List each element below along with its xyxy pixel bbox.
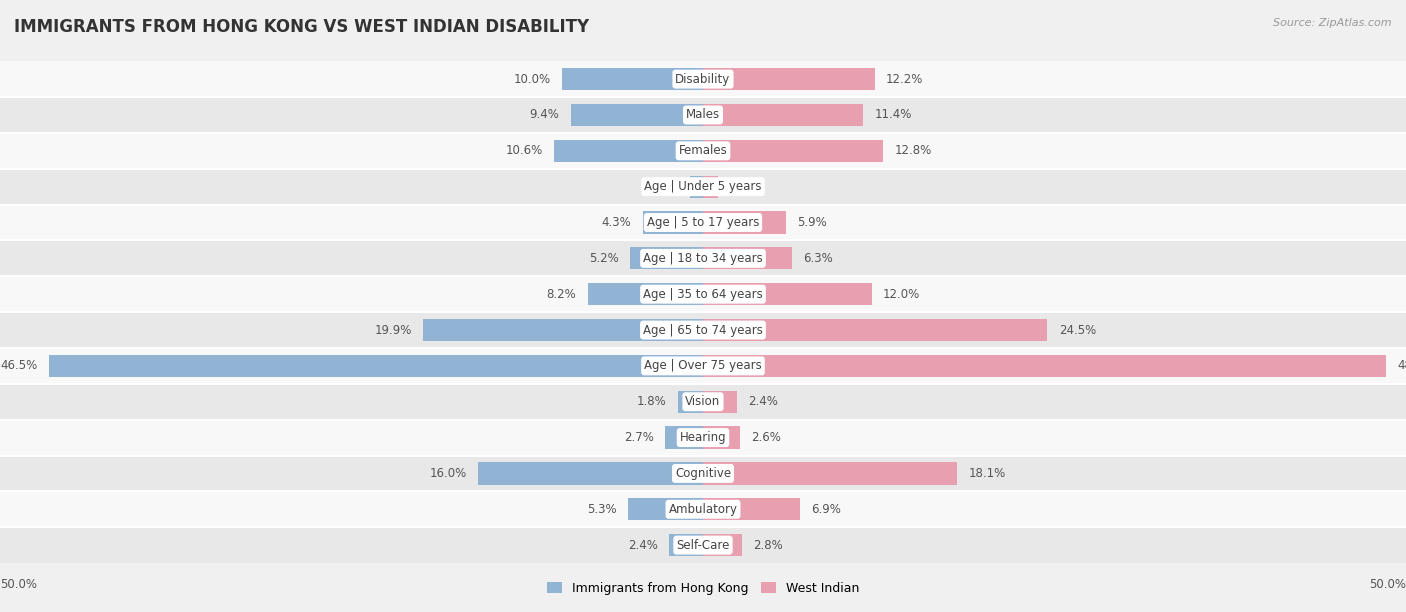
Bar [703, 319, 1047, 341]
Text: 2.4%: 2.4% [748, 395, 778, 408]
Legend: Immigrants from Hong Kong, West Indian: Immigrants from Hong Kong, West Indian [541, 577, 865, 600]
Bar [0, 204, 1406, 241]
Bar [703, 462, 957, 485]
Text: 24.5%: 24.5% [1059, 324, 1095, 337]
Text: Disability: Disability [675, 73, 731, 86]
Text: 12.2%: 12.2% [886, 73, 924, 86]
Text: 8.2%: 8.2% [547, 288, 576, 300]
Text: 2.4%: 2.4% [628, 539, 658, 551]
Text: 10.0%: 10.0% [515, 73, 551, 86]
Bar [669, 534, 703, 556]
Text: 5.9%: 5.9% [797, 216, 827, 229]
Bar [628, 498, 703, 520]
Bar [423, 319, 703, 341]
Bar [554, 140, 703, 162]
Text: Age | 18 to 34 years: Age | 18 to 34 years [643, 252, 763, 265]
Bar [0, 420, 1406, 455]
Bar [49, 355, 703, 377]
Bar [478, 462, 703, 485]
Bar [0, 97, 1406, 133]
Text: 50.0%: 50.0% [0, 578, 37, 591]
Text: 48.6%: 48.6% [1398, 359, 1406, 372]
Bar [0, 133, 1406, 169]
Text: 5.3%: 5.3% [588, 503, 617, 516]
Text: 11.4%: 11.4% [875, 108, 912, 121]
Bar [703, 498, 800, 520]
Text: 46.5%: 46.5% [1, 359, 38, 372]
Bar [0, 384, 1406, 420]
Text: Age | Under 5 years: Age | Under 5 years [644, 180, 762, 193]
Text: 2.8%: 2.8% [754, 539, 783, 551]
Bar [703, 534, 742, 556]
Bar [630, 247, 703, 269]
Text: Ambulatory: Ambulatory [668, 503, 738, 516]
Text: 10.6%: 10.6% [506, 144, 543, 157]
Bar [562, 68, 703, 90]
Bar [0, 348, 1406, 384]
Text: 2.6%: 2.6% [751, 431, 780, 444]
Bar [703, 390, 737, 413]
Text: Males: Males [686, 108, 720, 121]
Text: 6.3%: 6.3% [803, 252, 832, 265]
Text: 12.8%: 12.8% [894, 144, 931, 157]
Text: Females: Females [679, 144, 727, 157]
Bar [703, 283, 872, 305]
Text: 16.0%: 16.0% [430, 467, 467, 480]
Bar [703, 176, 718, 198]
Bar [703, 104, 863, 126]
Text: 12.0%: 12.0% [883, 288, 920, 300]
Text: 0.95%: 0.95% [641, 180, 678, 193]
Bar [0, 455, 1406, 491]
Bar [703, 68, 875, 90]
Bar [703, 211, 786, 234]
Text: 18.1%: 18.1% [969, 467, 1005, 480]
Bar [703, 427, 740, 449]
Text: Source: ZipAtlas.com: Source: ZipAtlas.com [1274, 18, 1392, 28]
Bar [588, 283, 703, 305]
Bar [703, 247, 792, 269]
Text: Vision: Vision [685, 395, 721, 408]
Text: 5.2%: 5.2% [589, 252, 619, 265]
Bar [678, 390, 703, 413]
Bar [690, 176, 703, 198]
Bar [0, 527, 1406, 563]
Text: 2.7%: 2.7% [624, 431, 654, 444]
Text: 4.3%: 4.3% [602, 216, 631, 229]
Text: Age | Over 75 years: Age | Over 75 years [644, 359, 762, 372]
Text: 6.9%: 6.9% [811, 503, 841, 516]
Text: Age | 5 to 17 years: Age | 5 to 17 years [647, 216, 759, 229]
Text: Age | 35 to 64 years: Age | 35 to 64 years [643, 288, 763, 300]
Text: Hearing: Hearing [679, 431, 727, 444]
Bar [703, 140, 883, 162]
Bar [571, 104, 703, 126]
Bar [703, 355, 1386, 377]
Text: 9.4%: 9.4% [530, 108, 560, 121]
Text: 1.8%: 1.8% [637, 395, 666, 408]
Bar [0, 491, 1406, 527]
Text: Cognitive: Cognitive [675, 467, 731, 480]
Bar [0, 169, 1406, 204]
Text: 1.1%: 1.1% [730, 180, 759, 193]
Text: IMMIGRANTS FROM HONG KONG VS WEST INDIAN DISABILITY: IMMIGRANTS FROM HONG KONG VS WEST INDIAN… [14, 18, 589, 36]
Bar [0, 241, 1406, 276]
Bar [665, 427, 703, 449]
Text: Self-Care: Self-Care [676, 539, 730, 551]
Text: 19.9%: 19.9% [374, 324, 412, 337]
Bar [643, 211, 703, 234]
Bar [0, 61, 1406, 97]
Bar [0, 276, 1406, 312]
Bar [0, 312, 1406, 348]
Text: 50.0%: 50.0% [1369, 578, 1406, 591]
Text: Age | 65 to 74 years: Age | 65 to 74 years [643, 324, 763, 337]
